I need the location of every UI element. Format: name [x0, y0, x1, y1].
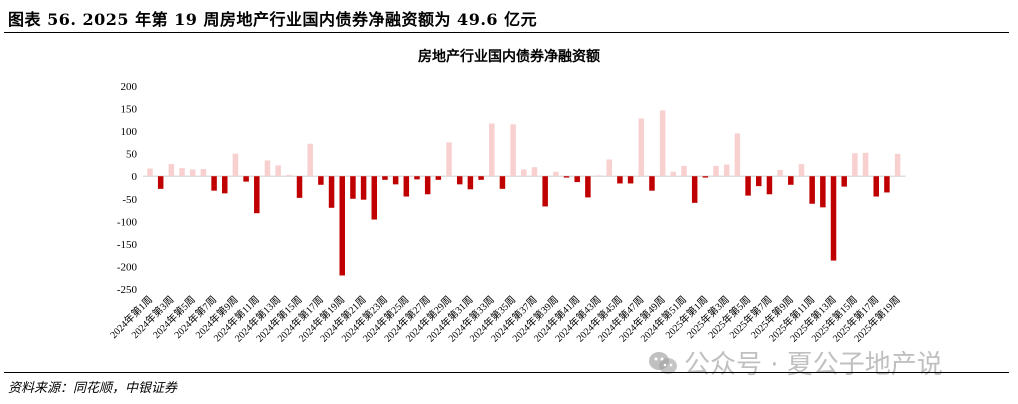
bar [574, 176, 580, 183]
bar [649, 176, 655, 191]
bar [424, 176, 431, 195]
y-tick-label: 0 [132, 171, 138, 183]
bar [211, 176, 217, 191]
bar [200, 169, 207, 177]
y-tick-label: -150 [117, 239, 138, 251]
bar [147, 168, 153, 177]
y-tick-label: 200 [121, 81, 138, 93]
bar [318, 176, 324, 185]
bar [542, 176, 548, 207]
bar [852, 153, 858, 177]
bar [563, 176, 570, 178]
bar [168, 164, 175, 177]
bar [777, 169, 783, 177]
watermark: 公众号 · 夏公子地产说 [648, 344, 943, 381]
bar [414, 176, 420, 180]
bar [328, 176, 335, 208]
bar [403, 176, 410, 197]
bar [659, 110, 666, 177]
bar [627, 176, 634, 184]
bar [222, 176, 228, 194]
bar [521, 169, 527, 177]
bar-chart: 200 150 100 50 0 -50 -100 -150 -200 -250 2024年第1周 2… [107, 81, 906, 345]
bar [371, 176, 378, 220]
bar [841, 176, 847, 187]
bar [894, 153, 901, 177]
figure-title: 图表 56. 2025 年第 19 周房地产行业国内债券净融资额为 49.6 亿… [8, 10, 538, 29]
bar [382, 176, 388, 180]
bar [296, 176, 303, 198]
bar [670, 171, 677, 177]
bar [691, 176, 698, 203]
y-tick-label: 50 [126, 149, 138, 161]
wechat-icon [648, 350, 678, 376]
bar [553, 171, 559, 177]
bar [350, 176, 356, 199]
bar [446, 142, 452, 177]
bar [307, 143, 313, 177]
y-tick-label: 150 [121, 104, 138, 116]
bar [179, 168, 185, 177]
bar [809, 176, 815, 204]
bar [189, 169, 196, 177]
bar [531, 167, 538, 177]
bar [286, 174, 292, 177]
bar [884, 176, 890, 193]
bar [264, 160, 271, 177]
top-divider [4, 32, 1009, 33]
bar [456, 176, 463, 185]
y-tick-label: -100 [117, 216, 138, 228]
bar [638, 118, 645, 177]
bar [756, 176, 762, 187]
bar [499, 176, 506, 189]
bar [862, 152, 869, 177]
bar [830, 176, 837, 261]
y-tick-label: -200 [117, 261, 138, 273]
bar [585, 176, 591, 198]
bar [392, 176, 399, 185]
bar [360, 176, 367, 200]
bar [595, 175, 602, 177]
bar [275, 165, 281, 177]
chart-canvas: 200150100500-50-100-150-200-2502024年第1周2… [107, 81, 906, 345]
y-tick-label: 100 [121, 126, 138, 138]
bar [820, 176, 826, 208]
bar [617, 176, 623, 184]
bar [723, 164, 730, 177]
bar [734, 133, 741, 177]
bar [435, 176, 442, 180]
chart-title: 房地产行业国内债券净融资额 [418, 49, 600, 65]
bar [232, 153, 239, 177]
bar [798, 164, 805, 177]
bar [681, 165, 687, 177]
bar [713, 165, 719, 177]
bar [745, 176, 751, 196]
bar [467, 176, 474, 190]
bottom-divider [4, 372, 1009, 373]
bar [339, 176, 345, 276]
bar [510, 124, 516, 177]
bar [254, 176, 260, 214]
bar [702, 176, 709, 178]
bar [873, 176, 879, 197]
y-tick-label: -250 [117, 284, 138, 296]
bar [489, 123, 495, 177]
source-note: 资料来源：同花顺，中银证券 [8, 381, 178, 396]
bar [788, 176, 794, 185]
bar [478, 176, 484, 180]
bar [766, 176, 773, 195]
bar [243, 176, 249, 182]
y-tick-label: -50 [122, 194, 137, 206]
bar [606, 159, 612, 177]
watermark-text: 公众号 · 夏公子地产说 [684, 350, 943, 380]
bar [157, 176, 164, 189]
